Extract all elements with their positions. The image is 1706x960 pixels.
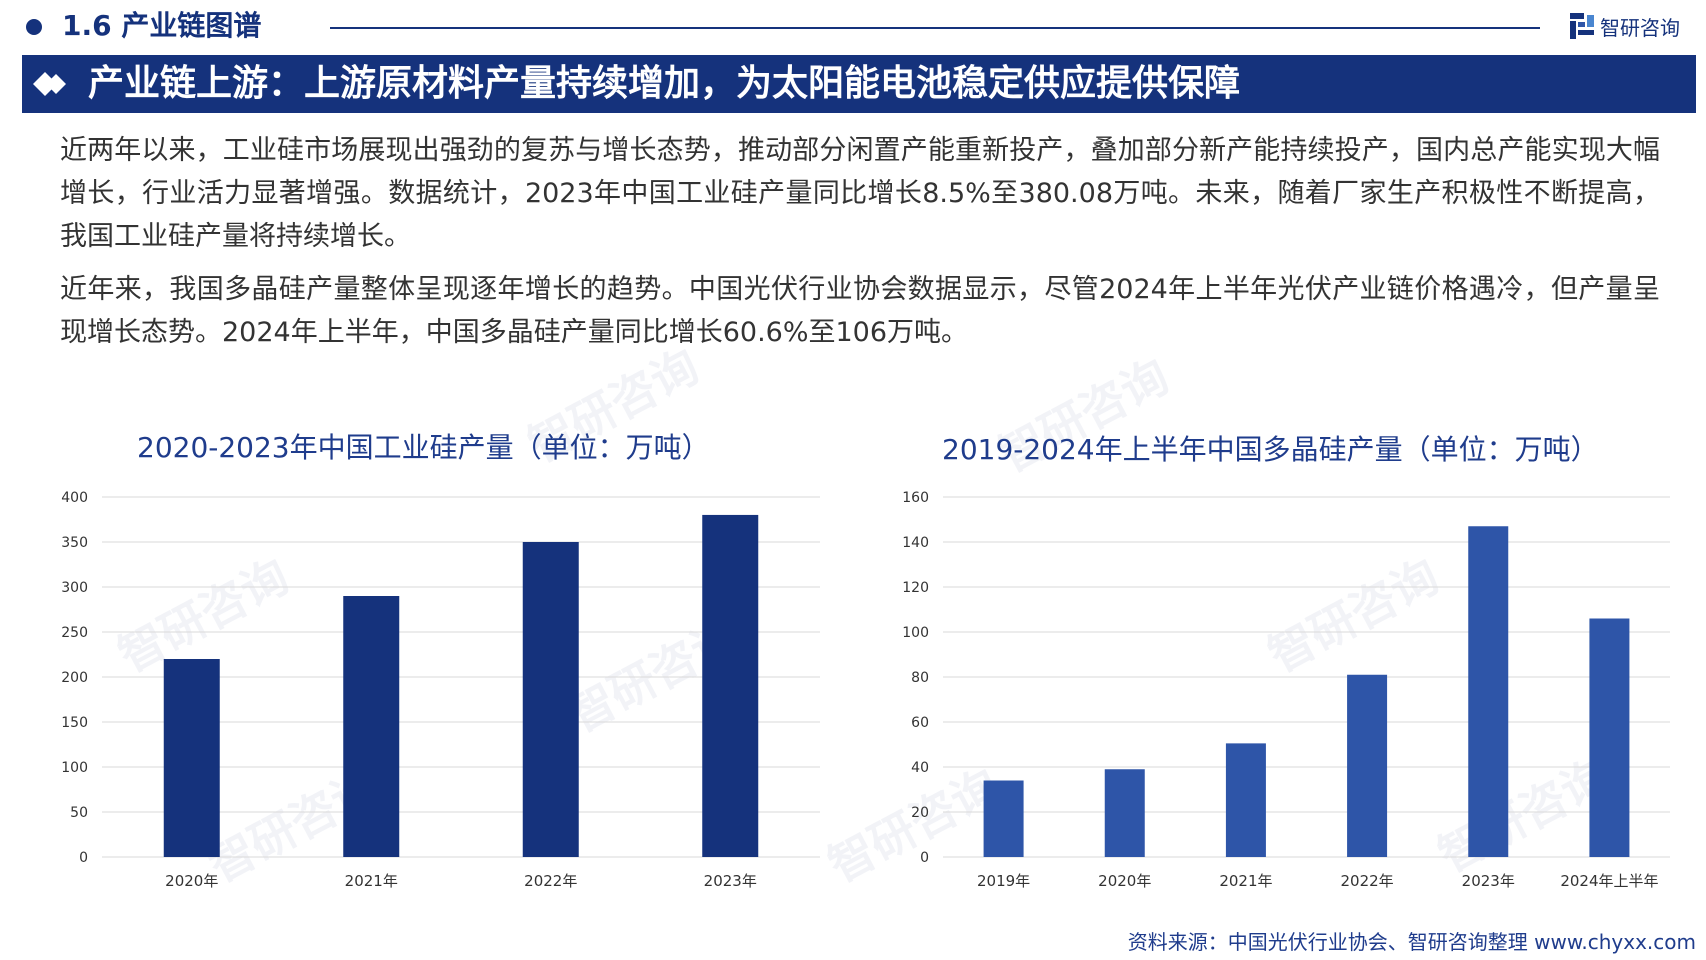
y-tick-label: 40 xyxy=(911,760,929,776)
brand: 智研咨询 xyxy=(1570,10,1680,42)
x-tick-label: 2023年 xyxy=(1462,872,1515,890)
headline-banner: 产业链上游：上游原材料产量持续增加，为太阳能电池稳定供应提供保障 xyxy=(22,55,1696,113)
bar xyxy=(1468,526,1509,857)
y-tick-label: 300 xyxy=(61,580,88,596)
y-tick-label: 140 xyxy=(902,535,929,551)
y-tick-label: 100 xyxy=(902,625,929,641)
y-tick-label: 250 xyxy=(61,625,88,641)
y-tick-label: 160 xyxy=(902,490,929,506)
x-tick-label: 2024年上半年 xyxy=(1560,872,1658,890)
chart-title-polysilicon: 2019-2024年上半年中国多晶硅产量（单位：万吨） xyxy=(942,433,1599,466)
polysilicon-bar-chart: 0 20 40 60 80 100 120 140 160 2019年 2020年 2021年 2022… xyxy=(902,490,1670,890)
y-tick-label: 0 xyxy=(79,850,88,866)
x-tick-label: 2020年 xyxy=(165,872,218,890)
bar xyxy=(522,542,579,857)
x-tick-label: 2021年 xyxy=(345,872,398,890)
y-tick-label: 60 xyxy=(911,715,929,731)
y-tick-label: 150 xyxy=(61,715,88,731)
bar xyxy=(1104,769,1145,857)
brand-name: 智研咨询 xyxy=(1600,15,1680,40)
bar xyxy=(343,596,400,857)
chart-title-industrial-silicon: 2020-2023年中国工业硅产量（单位：万吨） xyxy=(137,431,710,464)
y-tick-label: 20 xyxy=(911,805,929,821)
x-tick-label: 2020年 xyxy=(1098,872,1151,890)
x-tick-label: 2022年 xyxy=(524,872,577,890)
bar xyxy=(163,659,220,857)
y-tick-label: 50 xyxy=(70,805,88,821)
brand-logo-icon xyxy=(1570,13,1594,39)
bar xyxy=(702,514,759,857)
x-tick-label: 2023年 xyxy=(704,872,757,890)
x-tick-label: 2019年 xyxy=(977,872,1030,890)
header-divider xyxy=(330,27,1540,29)
bar xyxy=(1347,674,1388,857)
y-tick-label: 350 xyxy=(61,535,88,551)
y-tick-label: 80 xyxy=(911,670,929,686)
bar xyxy=(983,780,1024,857)
bullet-dot-icon xyxy=(26,19,42,35)
section-title: 1.6 产业链图谱 xyxy=(62,9,262,42)
x-tick-label: 2021年 xyxy=(1219,872,1272,890)
paragraph-polysilicon: 近年来，我国多晶硅产量整体呈现逐年增长的趋势。中国光伏行业协会数据显示，尽管20… xyxy=(60,274,1660,348)
y-tick-label: 200 xyxy=(61,670,88,686)
x-tick-label: 2022年 xyxy=(1340,872,1393,890)
source-note: 资料来源：中国光伏行业协会、智研咨询整理 www.chyxx.com xyxy=(1127,930,1696,954)
y-tick-label: 0 xyxy=(920,850,929,866)
bar xyxy=(1225,743,1266,857)
top-header: 1.6 产业链图谱 智研咨询 xyxy=(0,0,1706,52)
paragraph-industrial-silicon: 近两年以来，工业硅市场展现出强劲的复苏与增长态势，推动部分闲置产能重新投产，叠加… xyxy=(60,135,1660,252)
y-tick-label: 120 xyxy=(902,580,929,596)
y-tick-label: 400 xyxy=(61,490,88,506)
diamond-bullet-icon xyxy=(33,72,66,96)
headline-title: 产业链上游：上游原材料产量持续增加，为太阳能电池稳定供应提供保障 xyxy=(88,63,1241,104)
bar xyxy=(1589,618,1630,857)
y-tick-label: 100 xyxy=(61,760,88,776)
industrial-silicon-bar-chart: 0 50 100 150 200 250 300 350 400 2020年 2021年 2022年 2… xyxy=(61,490,820,890)
